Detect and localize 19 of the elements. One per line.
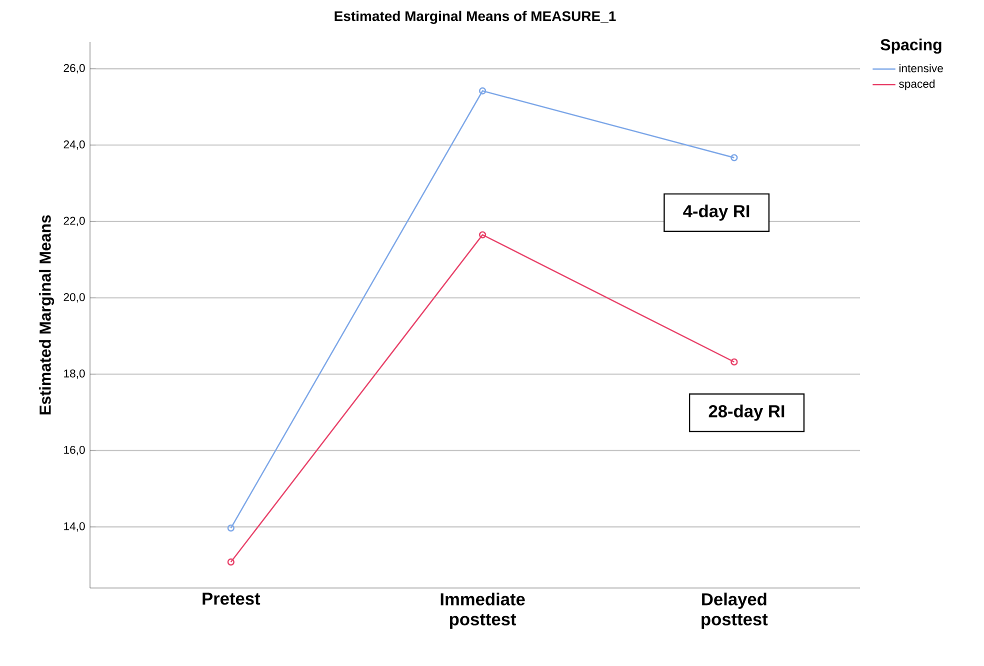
y-tick-label: 22,0 — [64, 216, 85, 226]
x-tick-label: Immediate posttest — [440, 592, 525, 629]
legend-title: Spacing — [880, 38, 942, 54]
y-tick-label: 14,0 — [64, 522, 85, 532]
y-tick-label: 20,0 — [64, 293, 85, 302]
y-tick-label: 18,0 — [64, 369, 85, 379]
x-tick-label: Pretest — [202, 592, 260, 605]
legend-label: spaced — [899, 80, 935, 90]
legend-label: intensive — [899, 64, 943, 72]
annotation: 4-day RI — [683, 204, 750, 221]
y-tick-label: 16,0 — [64, 446, 85, 456]
x-tick-label: Delayed posttest — [702, 592, 768, 629]
y-tick-label: 24,0 — [64, 140, 85, 150]
chart-title: Estimated Marginal Means of MEASURE_1 — [334, 10, 616, 24]
annotation: 28-day RI — [708, 404, 784, 421]
y-tick-label: 26,0 — [64, 64, 85, 74]
point — [478, 231, 486, 238]
y-axis-title: Estimated Marginal Means — [39, 215, 54, 414]
point — [478, 87, 486, 94]
